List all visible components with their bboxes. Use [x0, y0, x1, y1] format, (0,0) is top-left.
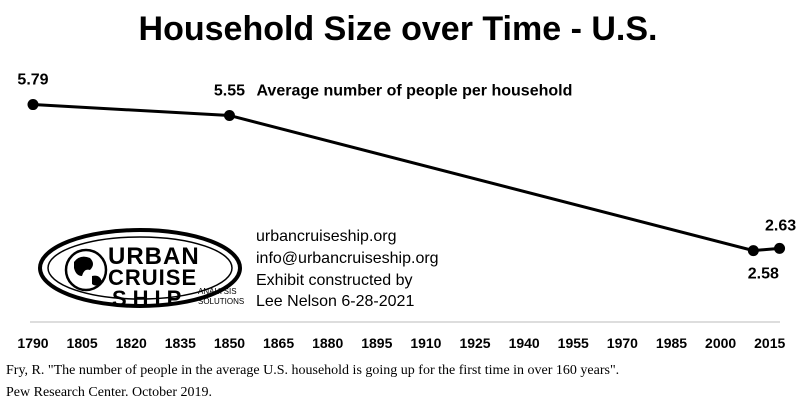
citation-line-1: Fry, R. "The number of people in the ave… — [6, 363, 619, 378]
data-label-2018: 2.63 — [765, 217, 796, 234]
logo-oval-inner — [47, 236, 233, 300]
logo-sub-analysis: ANALYSIS — [198, 287, 237, 296]
data-point-2018 — [774, 242, 786, 254]
series-name-label: Average number of people per household — [256, 82, 572, 99]
x-tick-label-1820: 1820 — [116, 335, 147, 351]
contact-author: Lee Nelson 6-28-2021 — [256, 293, 414, 310]
data-label-1790: 5.79 — [17, 72, 48, 89]
x-tick-label-1865: 1865 — [263, 335, 294, 351]
series-line-household-size — [32, 103, 780, 253]
x-tick-label-1790: 1790 — [17, 335, 48, 351]
citation-line-2: Pew Research Center. October 2019. — [6, 385, 212, 400]
x-tick-label-1940: 1940 — [509, 335, 540, 351]
logo-oval — [38, 228, 242, 308]
data-label-2010: 2.58 — [748, 266, 779, 283]
contact-exhibit: Exhibit constructed by — [256, 272, 413, 289]
x-tick-label-1880: 1880 — [312, 335, 343, 351]
data-labels: 5.79 5.55 2.58 2.63 Average number of people… — [17, 72, 796, 283]
data-label-1850: 5.55 — [214, 82, 245, 99]
contact-website: urbancruiseship.org — [256, 228, 397, 245]
logo-word-urban: URBAN — [108, 243, 200, 270]
x-tick-label-1895: 1895 — [361, 335, 392, 351]
chart-title: Household Size over Time - U.S. — [139, 10, 658, 48]
x-tick-label-2015: 2015 — [754, 335, 785, 351]
x-tick-label-1910: 1910 — [410, 335, 441, 351]
x-tick-label-1955: 1955 — [558, 335, 589, 351]
globe-icon — [64, 248, 108, 292]
data-point-1850 — [223, 109, 235, 121]
globe-continents — [74, 256, 102, 286]
x-tick-label-1805: 1805 — [67, 335, 98, 351]
data-point-1790 — [27, 99, 39, 111]
urban-cruise-ship-logo: URBAN CRUISE SHIP ANALYSIS SOLUTIONS — [38, 228, 244, 311]
x-tick-label-1985: 1985 — [656, 335, 687, 351]
x-tick-labels: 1790 1805 1820 1835 1850 1865 1880 1895 1910 1925… — [17, 335, 785, 351]
x-tick-label-1970: 1970 — [607, 335, 638, 351]
x-tick-label-1925: 1925 — [459, 335, 490, 351]
logo-word-ship: SHIP — [112, 286, 187, 311]
data-point-2010 — [747, 245, 759, 257]
contact-email: info@urbancruiseship.org — [256, 250, 439, 267]
series-layer — [27, 99, 786, 257]
x-tick-label-2000: 2000 — [705, 335, 736, 351]
logo-sub-solutions: SOLUTIONS — [198, 297, 244, 306]
x-tick-label-1835: 1835 — [165, 335, 196, 351]
logo-word-cruise: CRUISE — [108, 265, 197, 290]
x-tick-label-1850: 1850 — [214, 335, 245, 351]
